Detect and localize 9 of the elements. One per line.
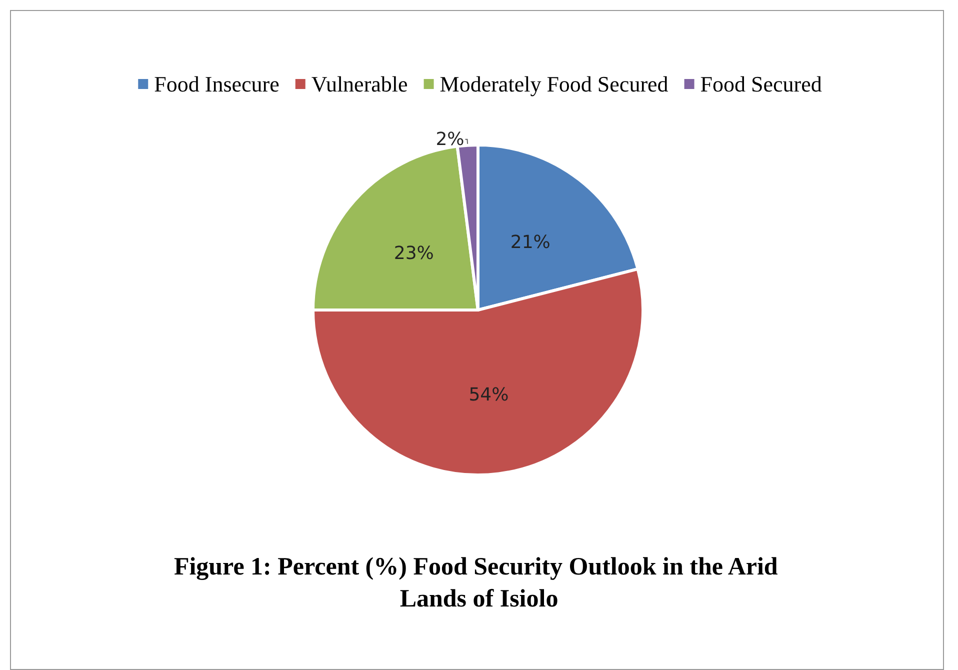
data-label: 54% xyxy=(468,384,509,406)
legend-label: Vulnerable xyxy=(311,72,408,96)
data-label: 2% xyxy=(436,128,464,150)
data-label: 23% xyxy=(394,242,434,264)
legend-label: Food Insecure xyxy=(154,72,280,96)
legend-label: Moderately Food Secured xyxy=(440,72,668,96)
text: Figure 1: Percent (%) Food Security Outlook in the Arid Lands of Isiolo xyxy=(174,554,784,612)
legend-label: Food Secured xyxy=(700,72,822,96)
data-label: 21% xyxy=(510,232,550,253)
